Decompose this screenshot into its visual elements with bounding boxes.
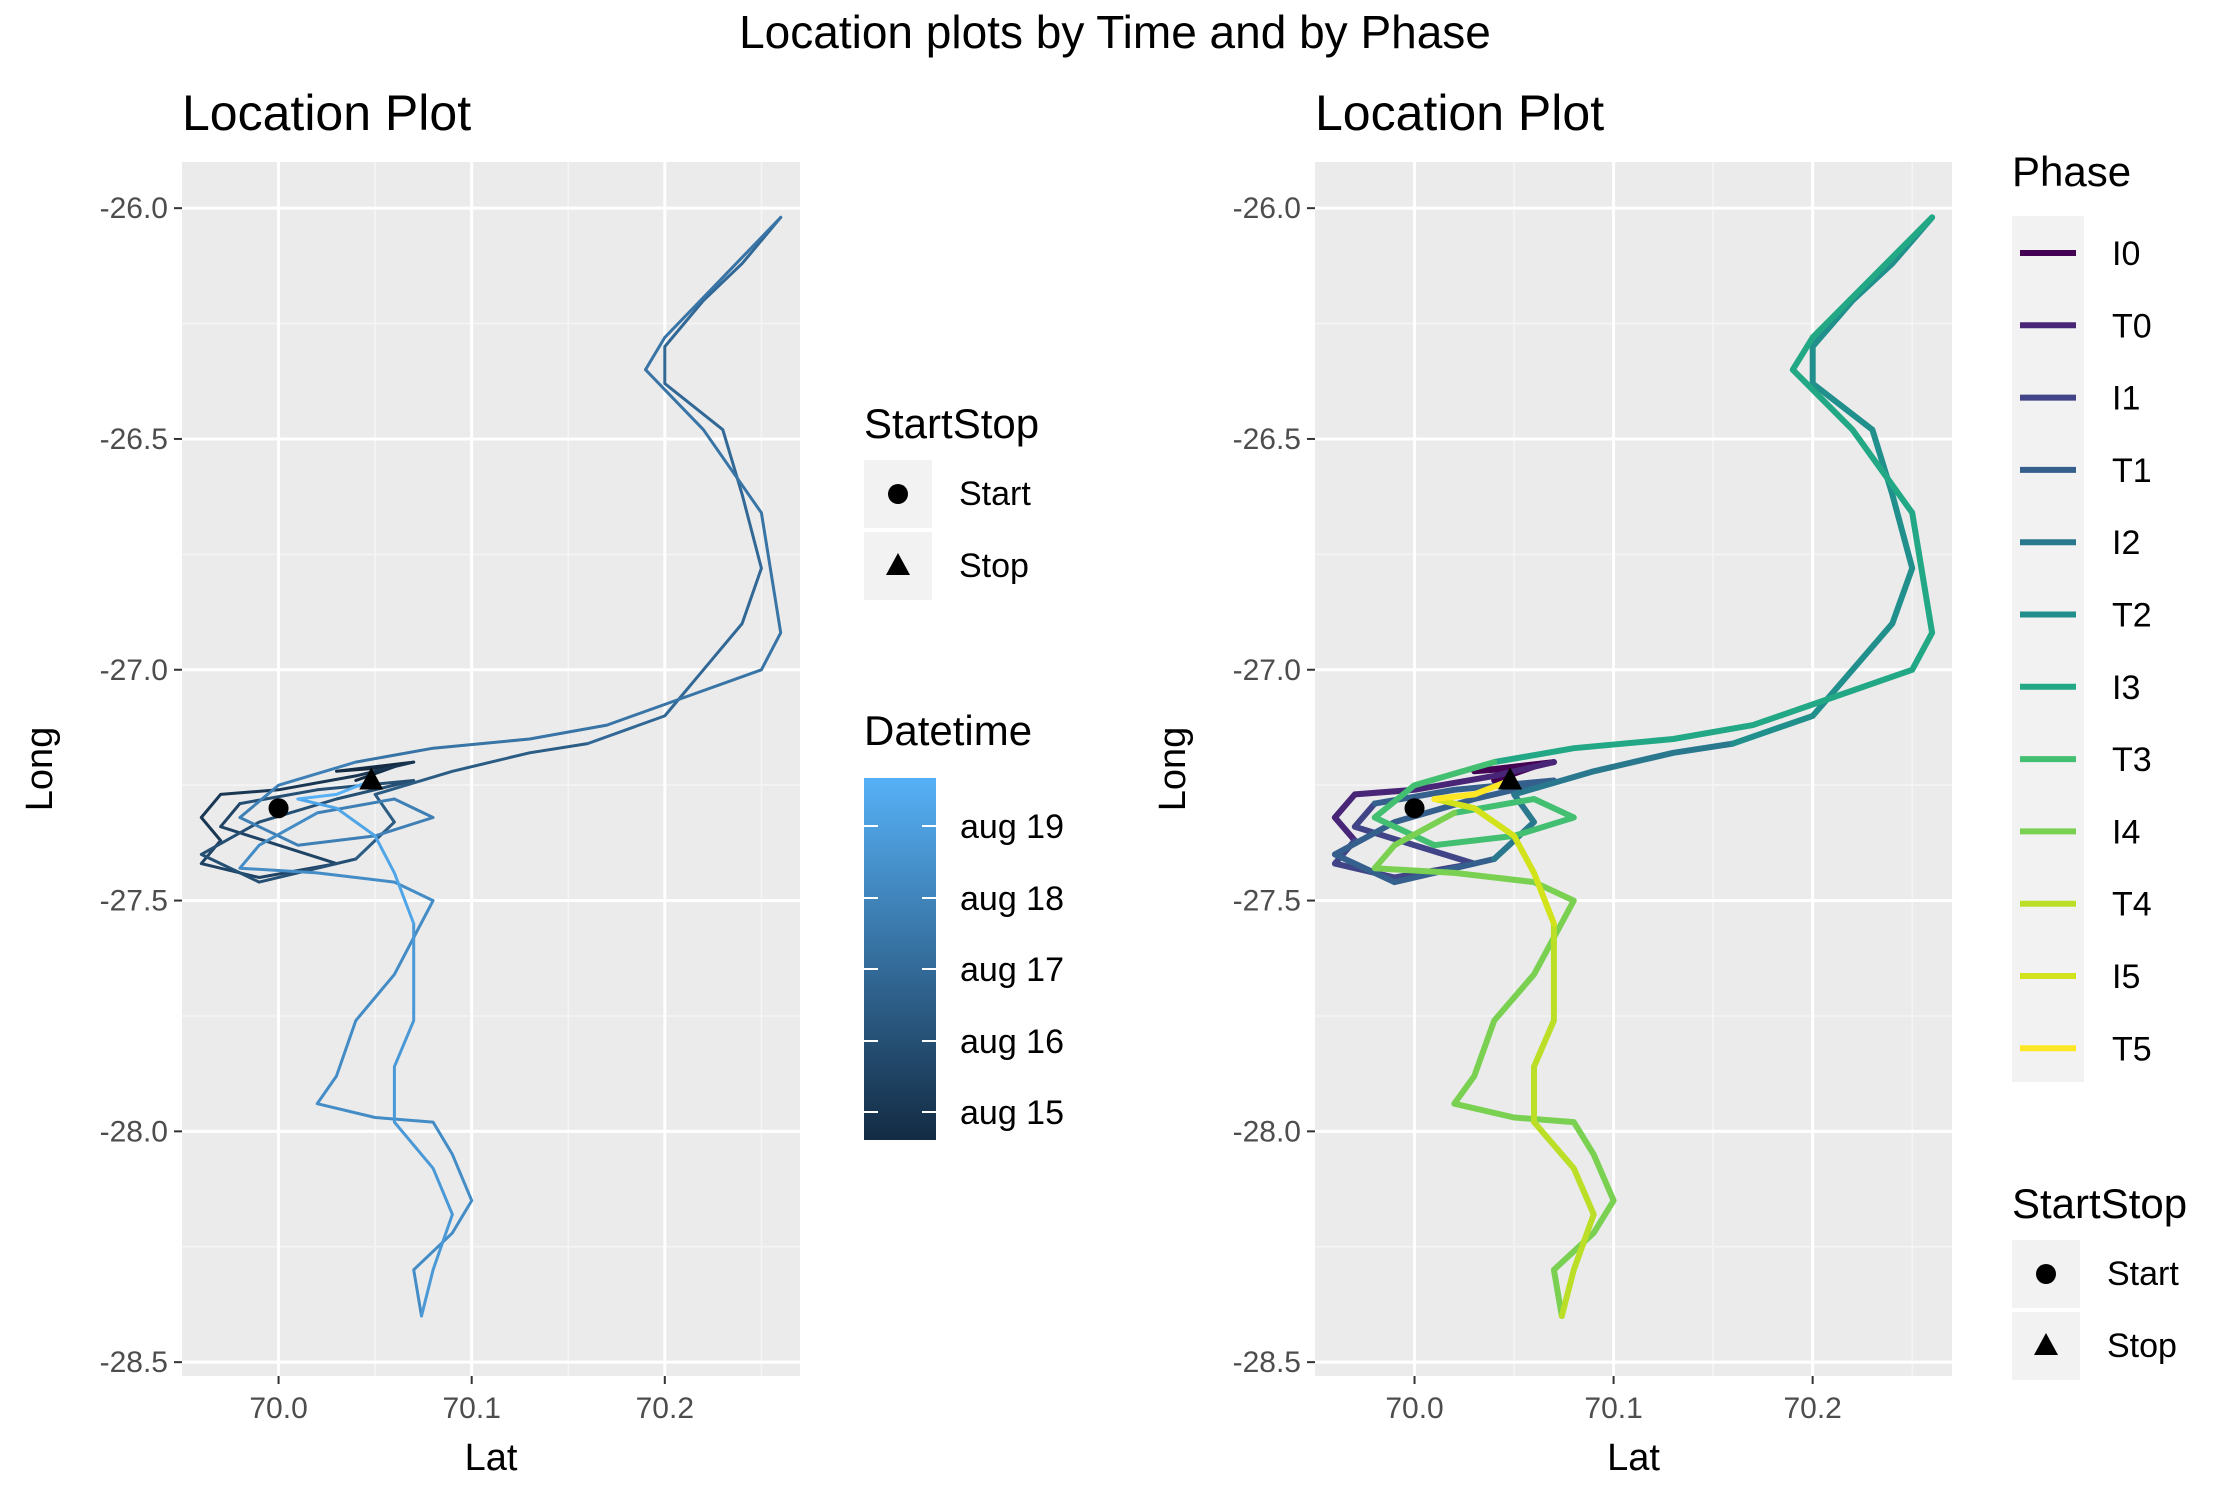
y-tick-label: -26.0 (100, 192, 168, 225)
legend-keys-background (2012, 216, 2084, 1082)
legend-label: I0 (2112, 235, 2140, 273)
stop-marker (2034, 1333, 2058, 1355)
track-segment (1531, 920, 1597, 1319)
track-segment (199, 760, 416, 842)
start-marker (1404, 798, 1425, 819)
colorbar-label: aug 15 (960, 1094, 1064, 1132)
track-segment (1491, 740, 1736, 862)
y-tick-label: -26.5 (1233, 423, 1301, 456)
track-segment (586, 215, 783, 746)
y-tick-label: -26.0 (1233, 192, 1301, 225)
y-tick-label: -28.0 (100, 1115, 168, 1148)
stop-marker (359, 767, 384, 790)
x-tick-label: 70.2 (636, 1392, 694, 1425)
y-tick-label: -27.0 (100, 654, 168, 687)
legends-phase: PhaseI0T0I1T1I2T2I3T3I4T4I5T5StartStopSt… (2012, 148, 2187, 1380)
legend-label: I5 (2112, 958, 2140, 996)
track-segment (1331, 759, 1557, 844)
legend-label: Stop (959, 547, 1029, 585)
legend-label: T3 (2112, 741, 2152, 779)
legend-label: T5 (2112, 1030, 2152, 1068)
legend-label: T1 (2112, 452, 2152, 490)
legend-label: T4 (2112, 886, 2152, 924)
track-segment (238, 760, 435, 847)
track-segment (354, 742, 590, 861)
x-tick-label: 70.2 (1783, 1392, 1841, 1425)
legend-title: Phase (2012, 148, 2131, 195)
stop-marker (886, 553, 910, 575)
datetime-colorbar (864, 778, 936, 1140)
legend-label: I1 (2112, 380, 2140, 418)
track-segment (1371, 809, 1617, 1319)
legend-label: I2 (2112, 524, 2140, 562)
y-tick-label: -28.5 (100, 1346, 168, 1379)
y-tick-label: -27.5 (100, 885, 168, 918)
plot-title: Location Plot (1315, 85, 1604, 141)
chart-panel-time: 70.0 70.1 70.2 -26.0 -26.5 -27.0 -27.5 -28.0 -28… (19, 85, 800, 1479)
legend-label: I3 (2112, 669, 2140, 707)
colorbar-label: aug 16 (960, 1023, 1064, 1061)
legend-title: StartStop (2012, 1180, 2187, 1227)
track-segment (238, 811, 474, 1318)
y-axis-label: Long (19, 727, 61, 812)
colorbar-label: aug 19 (960, 808, 1064, 846)
colorbar-label: aug 18 (960, 880, 1064, 918)
y-tick-label: -27.5 (1233, 885, 1301, 918)
track-segment (1371, 759, 1577, 849)
start-marker (888, 484, 908, 504)
colorbar-label: aug 17 (960, 951, 1064, 989)
legend-title: Datetime (864, 707, 1032, 754)
x-axis-label: Lat (1607, 1437, 1660, 1479)
y-tick-label: -27.0 (1233, 654, 1301, 687)
x-axis-label: Lat (465, 1437, 518, 1479)
start-marker (268, 798, 289, 819)
plot-background (182, 162, 800, 1376)
track-segment (296, 779, 373, 801)
track-segment (354, 215, 783, 764)
track-segment (335, 760, 416, 782)
track-segment (1431, 777, 1514, 802)
track-segment (1491, 214, 1936, 766)
plot-title: Location Plot (182, 85, 471, 141)
legend-label: Start (959, 475, 1031, 513)
legend-label: Start (2107, 1255, 2179, 1293)
track-segment (1331, 777, 1557, 886)
legend-label: T2 (2112, 597, 2152, 635)
track-segment (1431, 796, 1557, 927)
x-tick-label: 70.0 (249, 1392, 307, 1425)
start-marker (2036, 1264, 2056, 1284)
y-tick-label: -28.0 (1233, 1115, 1301, 1148)
track-segment (296, 797, 416, 926)
plot-background (1315, 162, 1952, 1376)
legend-title: StartStop (864, 400, 1039, 447)
x-tick-label: 70.0 (1385, 1392, 1443, 1425)
x-tick-label: 70.1 (1584, 1392, 1642, 1425)
figure-title: Location plots by Time and by Phase (739, 6, 1491, 58)
y-tick-label: -28.5 (1233, 1346, 1301, 1379)
legend-label: Stop (2107, 1327, 2177, 1365)
x-tick-label: 70.1 (442, 1392, 500, 1425)
y-tick-label: -26.5 (100, 423, 168, 456)
stop-marker (1498, 767, 1523, 790)
y-axis-label: Long (1152, 727, 1194, 812)
track-segment (199, 779, 416, 884)
track-segment (392, 922, 454, 1318)
chart-panel-phase: 70.0 70.1 70.2 -26.0 -26.5 -27.0 -27.5 -28.0 -28… (1152, 85, 1952, 1479)
legend-label: I4 (2112, 813, 2140, 851)
legend-label: T0 (2112, 307, 2152, 345)
